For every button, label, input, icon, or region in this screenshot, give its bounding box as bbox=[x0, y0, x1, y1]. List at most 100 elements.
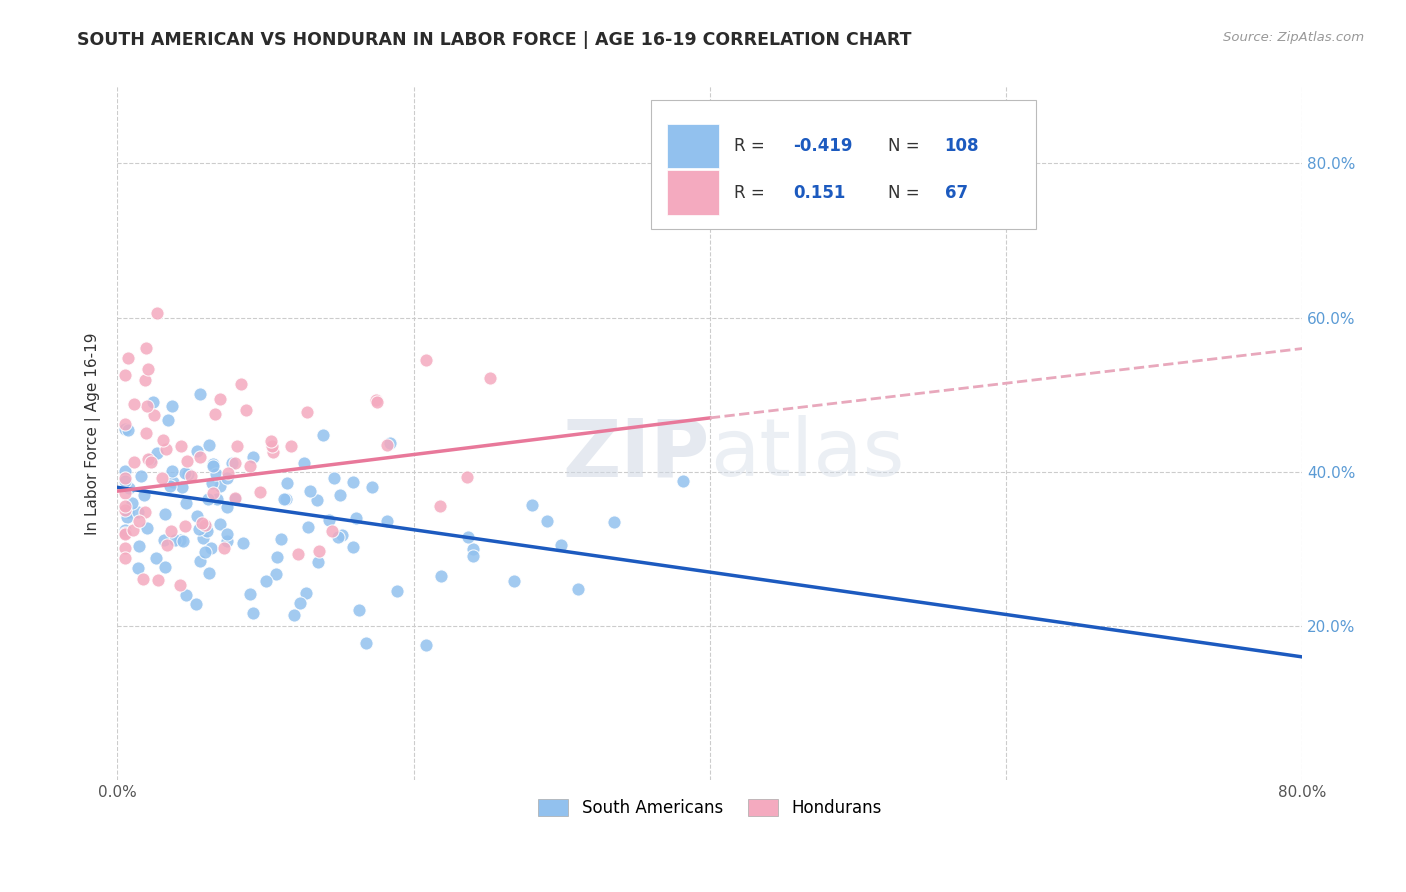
Point bbox=[143, 408, 166, 422]
Text: 0.151: 0.151 bbox=[793, 184, 845, 202]
Point bbox=[188, 386, 211, 401]
Point bbox=[193, 518, 215, 533]
Point bbox=[202, 486, 225, 500]
Point bbox=[215, 471, 238, 485]
Point bbox=[118, 481, 141, 495]
Point bbox=[174, 519, 197, 533]
Point bbox=[117, 424, 139, 438]
Point bbox=[366, 395, 388, 409]
Point bbox=[375, 514, 398, 528]
Point bbox=[141, 451, 163, 466]
Point bbox=[215, 527, 238, 541]
Point bbox=[463, 541, 485, 556]
Point bbox=[117, 510, 139, 524]
Y-axis label: In Labor Force | Age 16-19: In Labor Force | Age 16-19 bbox=[86, 332, 101, 534]
Point bbox=[114, 474, 136, 488]
Point bbox=[160, 524, 183, 538]
Point bbox=[114, 417, 136, 431]
Point bbox=[200, 541, 222, 556]
Point bbox=[520, 498, 543, 512]
Point bbox=[299, 483, 322, 498]
Point bbox=[276, 475, 298, 490]
Point bbox=[212, 541, 235, 556]
Point bbox=[127, 505, 149, 519]
Point bbox=[135, 341, 157, 355]
Point bbox=[294, 456, 316, 470]
Point bbox=[155, 559, 177, 574]
Point bbox=[142, 395, 165, 409]
Text: 108: 108 bbox=[945, 137, 979, 155]
Legend: South Americans, Hondurans: South Americans, Hondurans bbox=[531, 792, 889, 824]
Point bbox=[150, 471, 173, 485]
Point bbox=[235, 402, 257, 417]
Point bbox=[229, 376, 252, 391]
Point bbox=[114, 464, 136, 478]
Point bbox=[264, 566, 287, 581]
Point bbox=[186, 597, 208, 611]
Point bbox=[429, 568, 451, 582]
Point bbox=[195, 520, 218, 534]
Point bbox=[378, 435, 401, 450]
Point bbox=[152, 434, 174, 448]
Point bbox=[217, 466, 239, 480]
Point bbox=[329, 488, 352, 502]
Point bbox=[146, 306, 169, 320]
Text: Source: ZipAtlas.com: Source: ZipAtlas.com bbox=[1223, 31, 1364, 45]
Point bbox=[297, 519, 319, 533]
Point bbox=[239, 459, 262, 474]
Point bbox=[155, 442, 177, 456]
Point bbox=[361, 481, 384, 495]
Text: atlas: atlas bbox=[710, 415, 904, 493]
Point bbox=[136, 361, 159, 376]
Point bbox=[224, 456, 246, 470]
Point bbox=[156, 538, 179, 552]
Point bbox=[121, 496, 143, 510]
Point bbox=[128, 515, 150, 529]
Point bbox=[342, 475, 364, 490]
Point bbox=[114, 368, 136, 383]
Point bbox=[197, 491, 219, 506]
Point bbox=[153, 507, 176, 521]
Point bbox=[308, 544, 330, 558]
Point bbox=[201, 459, 224, 474]
Text: N =: N = bbox=[887, 184, 925, 202]
Point bbox=[122, 455, 145, 469]
Point bbox=[603, 516, 626, 530]
Point bbox=[174, 496, 197, 510]
Point bbox=[318, 513, 340, 527]
Point bbox=[114, 471, 136, 485]
Point bbox=[307, 555, 329, 569]
Point bbox=[415, 638, 437, 652]
Point bbox=[129, 468, 152, 483]
Point bbox=[215, 534, 238, 549]
Point bbox=[242, 450, 264, 465]
Point bbox=[180, 468, 202, 483]
Point bbox=[114, 541, 136, 556]
Point bbox=[217, 500, 239, 514]
Point bbox=[456, 470, 478, 484]
Point bbox=[274, 491, 297, 506]
Point bbox=[146, 446, 169, 460]
Point bbox=[461, 549, 484, 563]
Point bbox=[260, 434, 283, 448]
Point bbox=[174, 588, 197, 602]
Point bbox=[344, 510, 367, 524]
Point bbox=[536, 514, 558, 528]
Point bbox=[170, 439, 193, 453]
Point bbox=[114, 499, 136, 513]
Point bbox=[254, 574, 277, 588]
Point bbox=[145, 550, 167, 565]
Point bbox=[328, 530, 350, 544]
Point bbox=[232, 536, 254, 550]
Point bbox=[156, 413, 179, 427]
Point bbox=[114, 526, 136, 541]
Point bbox=[172, 533, 194, 548]
FancyBboxPatch shape bbox=[668, 124, 720, 169]
Point bbox=[270, 532, 292, 546]
Point bbox=[201, 475, 224, 490]
Point bbox=[307, 492, 329, 507]
Point bbox=[135, 399, 157, 413]
Point bbox=[139, 454, 162, 468]
Point bbox=[226, 439, 249, 453]
Point bbox=[385, 583, 408, 598]
